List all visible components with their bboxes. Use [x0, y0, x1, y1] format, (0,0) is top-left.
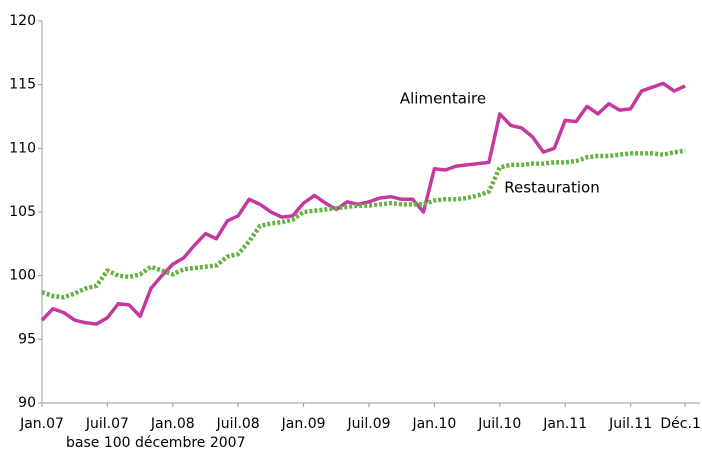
y-tick-label: 105 — [9, 204, 36, 220]
series-line — [41, 148, 686, 300]
series-line — [40, 81, 686, 326]
x-tick-label: Jan.07 — [19, 416, 64, 432]
x-tick-label: Jan.09 — [281, 416, 326, 432]
y-tick-label: 115 — [9, 77, 36, 93]
note: base 100 décembre 2007 — [66, 435, 245, 450]
x-tick-label: Juil.08 — [216, 416, 260, 432]
x-tick-label: Jan.08 — [150, 416, 195, 432]
y-tick-label: 120 — [9, 13, 36, 29]
x-tick-label: Juil.11 — [608, 416, 652, 432]
series-label: Alimentaire — [400, 90, 486, 108]
x-tick-label: Juil.09 — [346, 416, 390, 432]
x-tick-label: Juil.10 — [477, 416, 521, 432]
y-tick-label: 110 — [9, 140, 36, 156]
x-tick-label: Juil.07 — [85, 416, 129, 432]
x-tick-label: Déc.11 — [660, 416, 702, 432]
series-label: Restauration — [504, 179, 599, 197]
y-tick-label: 100 — [9, 268, 36, 284]
y-tick-label: 90 — [18, 395, 36, 411]
y-tick-label: 95 — [18, 331, 36, 347]
x-tick-label: Jan.10 — [411, 416, 456, 432]
x-tick-label: Jan.11 — [542, 416, 587, 432]
